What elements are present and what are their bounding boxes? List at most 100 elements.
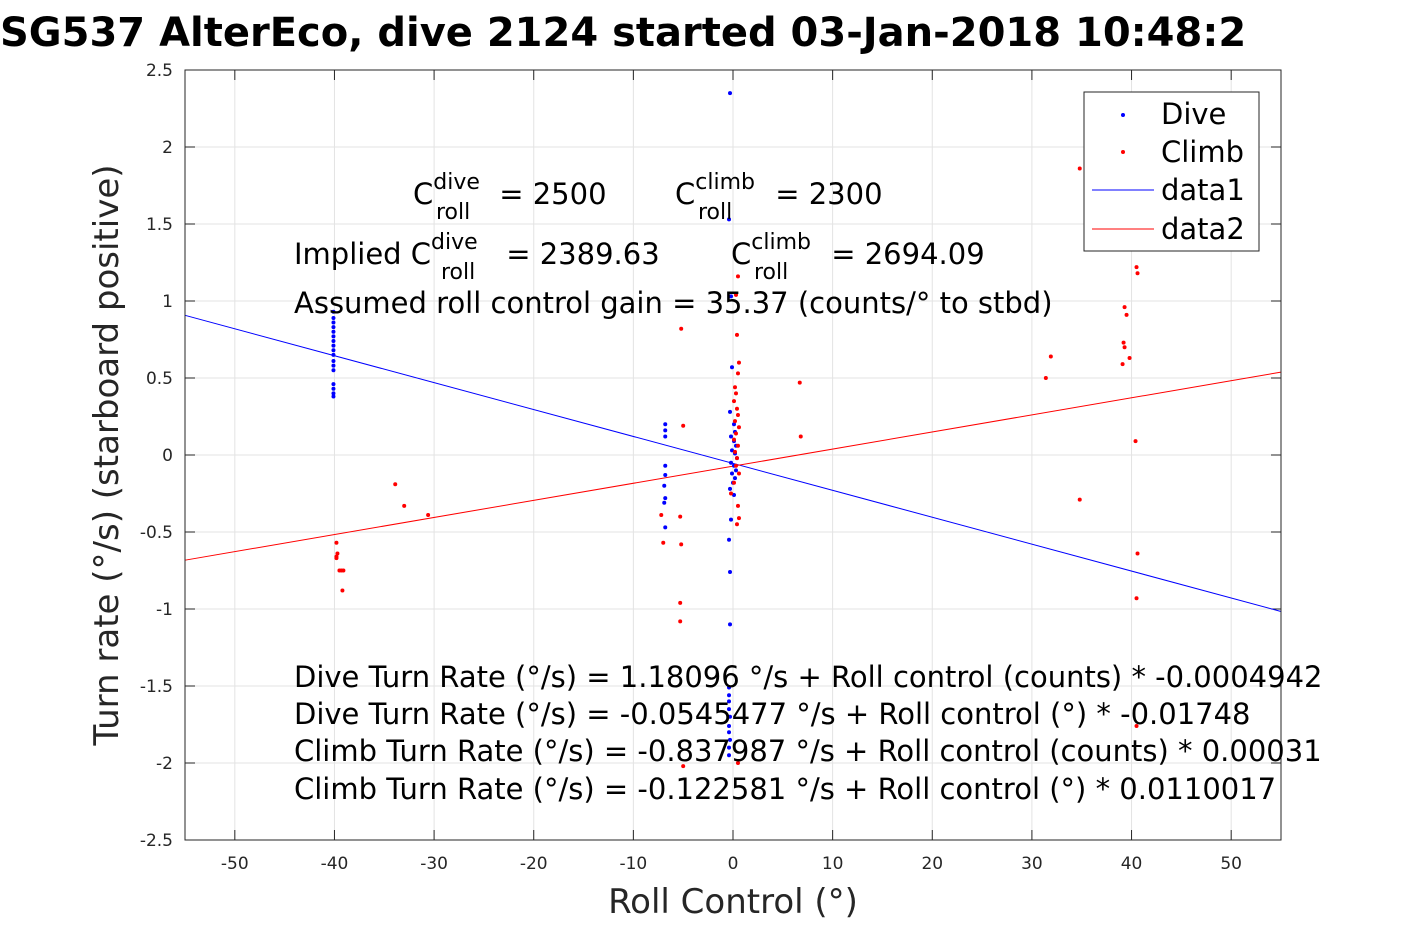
implied-c-roll-dive: Implied Cdive roll = 2389.63 bbox=[294, 230, 660, 285]
y-tick-label: 2 bbox=[162, 138, 173, 158]
point-climb bbox=[678, 514, 683, 519]
point-climb bbox=[1122, 305, 1127, 310]
point-dive bbox=[331, 334, 336, 339]
point-climb bbox=[1122, 345, 1127, 350]
point-climb bbox=[678, 600, 683, 605]
point-dive bbox=[727, 693, 732, 698]
point-climb bbox=[797, 380, 802, 385]
legend: Dive Climb data1 data2 bbox=[1083, 91, 1260, 252]
y-tick-label: 2.5 bbox=[146, 61, 173, 81]
y-tick-label: 1.5 bbox=[146, 215, 173, 235]
point-dive bbox=[663, 525, 668, 530]
point-dive bbox=[727, 217, 732, 222]
point-dive bbox=[729, 460, 734, 465]
dive-equation-counts: Dive Turn Rate (°/s) = 1.18096 °/s + Rol… bbox=[294, 660, 1322, 694]
point-dive bbox=[663, 463, 668, 468]
point-dive bbox=[731, 422, 736, 427]
point-dive bbox=[729, 517, 734, 522]
x-tick-label: 0 bbox=[728, 854, 739, 874]
point-climb bbox=[798, 434, 803, 439]
point-climb bbox=[1120, 362, 1125, 367]
x-tick-label: 20 bbox=[921, 854, 943, 874]
x-tick-label: -30 bbox=[420, 854, 448, 874]
legend-climb-label: Climb bbox=[1161, 135, 1244, 169]
point-dive bbox=[331, 309, 336, 314]
x-tick-label: 50 bbox=[1220, 854, 1242, 874]
legend-climb-marker bbox=[1121, 150, 1125, 154]
point-dive bbox=[331, 348, 336, 353]
x-axis-label: Roll Control (°) bbox=[608, 882, 858, 922]
point-climb bbox=[335, 551, 340, 556]
point-dive bbox=[731, 493, 736, 498]
x-tick-label: -10 bbox=[619, 854, 647, 874]
legend-box bbox=[1083, 91, 1260, 252]
point-dive bbox=[728, 409, 733, 414]
point-climb bbox=[732, 385, 737, 390]
point-dive bbox=[728, 91, 733, 96]
point-climb bbox=[736, 360, 741, 365]
point-dive bbox=[728, 714, 733, 719]
x-tick-label: 30 bbox=[1021, 854, 1043, 874]
legend-dive-label: Dive bbox=[1161, 97, 1226, 131]
coefficient-annotations: Cdive roll = 2500 Cclimb roll = 2300 Impli… bbox=[294, 170, 1053, 320]
dive-equation-degrees: Dive Turn Rate (°/s) = -0.0545477 °/s + … bbox=[294, 697, 1251, 731]
y-tick-label: 0 bbox=[162, 446, 173, 466]
point-climb bbox=[734, 456, 739, 461]
y-tick-label: 1 bbox=[162, 292, 173, 312]
point-climb bbox=[659, 513, 664, 518]
point-dive bbox=[331, 386, 336, 391]
point-dive bbox=[727, 685, 732, 690]
point-dive bbox=[331, 315, 336, 320]
point-climb bbox=[733, 463, 738, 468]
point-climb bbox=[732, 449, 737, 454]
point-climb bbox=[337, 568, 342, 573]
point-dive bbox=[331, 382, 336, 387]
point-dive bbox=[733, 468, 738, 473]
point-climb bbox=[735, 412, 740, 417]
point-dive bbox=[331, 329, 336, 334]
point-dive bbox=[727, 707, 732, 712]
point-dive bbox=[727, 724, 732, 729]
point-climb bbox=[1077, 497, 1082, 502]
point-climb bbox=[733, 431, 738, 436]
point-climb bbox=[1134, 724, 1139, 729]
point-dive bbox=[662, 483, 667, 488]
point-dive bbox=[727, 753, 732, 758]
y-tick-label: -0.5 bbox=[140, 523, 173, 543]
point-climb bbox=[731, 399, 736, 404]
point-climb bbox=[681, 423, 686, 428]
point-dive bbox=[663, 496, 668, 501]
point-climb bbox=[681, 764, 686, 769]
point-climb bbox=[393, 482, 398, 487]
point-climb bbox=[734, 406, 739, 411]
point-climb bbox=[661, 540, 666, 545]
climb-equation-counts: Climb Turn Rate (°/s) = -0.837987 °/s + … bbox=[294, 734, 1322, 768]
y-tick-label: -2 bbox=[156, 754, 173, 774]
fit-line-data1 bbox=[184, 314, 1282, 612]
point-climb bbox=[678, 619, 683, 624]
point-climb bbox=[340, 588, 345, 593]
point-dive bbox=[729, 294, 734, 299]
point-dive bbox=[728, 486, 733, 491]
y-tick-label: -1 bbox=[156, 600, 173, 620]
point-dive bbox=[331, 363, 336, 368]
point-climb bbox=[1048, 354, 1053, 359]
point-climb bbox=[733, 292, 738, 297]
point-climb bbox=[402, 503, 407, 508]
point-climb bbox=[729, 491, 734, 496]
point-dive bbox=[730, 365, 735, 370]
chart-title: SG537 AlterEco, dive 2124 started 03-Jan… bbox=[0, 10, 1246, 56]
point-climb bbox=[1135, 551, 1140, 556]
point-dive bbox=[331, 352, 336, 357]
point-dive bbox=[331, 394, 336, 399]
point-dive bbox=[727, 730, 732, 735]
point-climb bbox=[1133, 439, 1138, 444]
point-climb bbox=[1134, 265, 1139, 270]
climb-equation-degrees: Climb Turn Rate (°/s) = -0.122581 °/s + … bbox=[294, 772, 1276, 806]
point-climb bbox=[734, 332, 739, 337]
point-climb bbox=[334, 540, 339, 545]
x-tick-label: 10 bbox=[822, 854, 844, 874]
y-tick-label: 0.5 bbox=[146, 369, 173, 389]
y-tick-label: -1.5 bbox=[140, 677, 173, 697]
point-climb bbox=[341, 568, 346, 573]
